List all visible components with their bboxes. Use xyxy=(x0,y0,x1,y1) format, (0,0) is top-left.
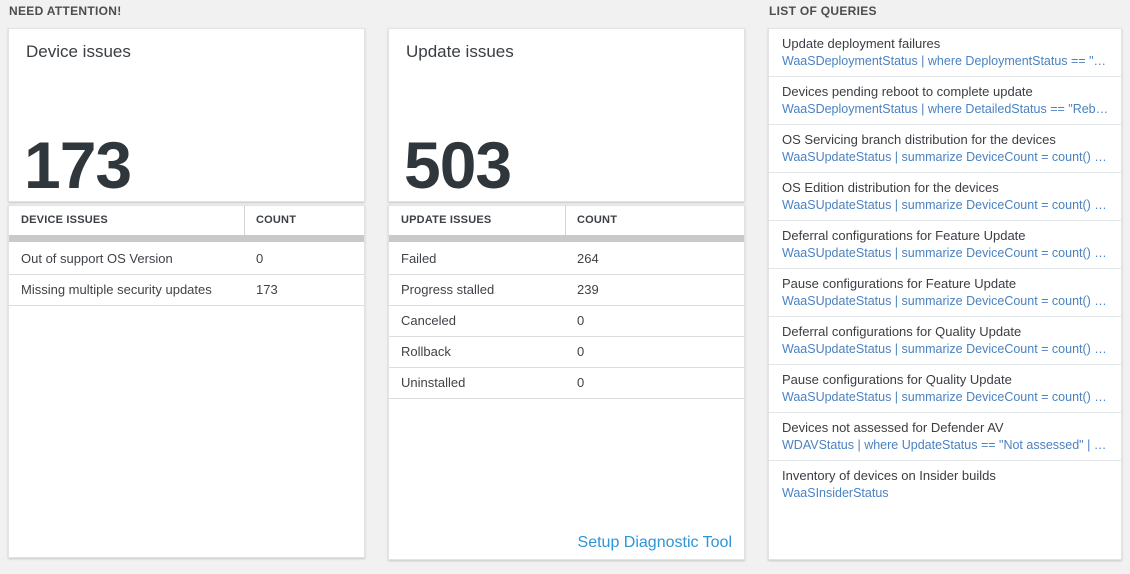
section-title-list-of-queries: LIST OF QUERIES xyxy=(769,4,877,18)
update-issues-count-value: 503 xyxy=(404,128,512,202)
update-issues-table: UPDATE ISSUES COUNT Failed 264 Progress … xyxy=(388,205,745,560)
table-row[interactable]: Failed 264 xyxy=(389,244,744,275)
query-title: Pause configurations for Quality Update xyxy=(782,372,1012,387)
query-text: WaaSInsiderStatus xyxy=(782,486,889,500)
scroll-track xyxy=(9,235,364,242)
query-item[interactable]: Pause configurations for Quality Update … xyxy=(769,365,1121,413)
query-text: WDAVStatus | where UpdateStatus == "Not … xyxy=(782,438,1109,452)
issue-count: 239 xyxy=(577,282,599,297)
setup-diagnostic-tool-link[interactable]: Setup Diagnostic Tool xyxy=(577,534,732,551)
column-header-update-issues: UPDATE ISSUES xyxy=(389,206,566,235)
query-title: OS Edition distribution for the devices xyxy=(782,180,999,195)
query-text: WaaSUpdateStatus | summarize DeviceCount… xyxy=(782,246,1109,260)
table-row[interactable]: Rollback 0 xyxy=(389,337,744,368)
issue-count: 0 xyxy=(577,375,585,390)
device-issues-tile-title: Device issues xyxy=(26,42,131,61)
query-text: WaaSUpdateStatus | summarize DeviceCount… xyxy=(782,150,1109,164)
update-issues-tile-title: Update issues xyxy=(406,42,514,61)
query-title: OS Servicing branch distribution for the… xyxy=(782,132,1056,147)
device-issues-count-value: 173 xyxy=(24,128,132,202)
query-text: WaaSUpdateStatus | summarize DeviceCount… xyxy=(782,390,1109,404)
need-attention-section: NEED ATTENTION! Device issues 173 DEVICE… xyxy=(8,0,365,574)
query-list: Update deployment failures WaaSDeploymen… xyxy=(768,28,1122,560)
issue-count: 0 xyxy=(256,251,264,266)
issue-name: Uninstalled xyxy=(401,375,466,390)
query-title: Inventory of devices on Insider builds xyxy=(782,468,996,483)
query-item[interactable]: Inventory of devices on Insider builds W… xyxy=(769,461,1121,508)
query-text: WaaSUpdateStatus | summarize DeviceCount… xyxy=(782,198,1109,212)
issue-count: 0 xyxy=(577,313,585,328)
query-item[interactable]: Devices pending reboot to complete updat… xyxy=(769,77,1121,125)
issue-name: Progress stalled xyxy=(401,282,495,297)
issue-name: Rollback xyxy=(401,344,451,359)
issue-name: Failed xyxy=(401,251,437,266)
query-item[interactable]: Deferral configurations for Feature Upda… xyxy=(769,221,1121,269)
query-title: Devices not assessed for Defender AV xyxy=(782,420,1004,435)
query-title: Deferral configurations for Quality Upda… xyxy=(782,324,1022,339)
device-issues-tile[interactable]: Device issues 173 xyxy=(8,28,365,202)
scroll-track xyxy=(389,235,744,242)
query-text: WaaSDeploymentStatus | where DeploymentS… xyxy=(782,54,1109,68)
issue-count: 173 xyxy=(256,282,278,297)
table-row[interactable]: Out of support OS Version 0 xyxy=(9,244,364,275)
table-row[interactable]: Uninstalled 0 xyxy=(389,368,744,399)
query-item[interactable]: Update deployment failures WaaSDeploymen… xyxy=(769,29,1121,77)
issue-name: Out of support OS Version xyxy=(21,251,173,266)
query-title: Pause configurations for Feature Update xyxy=(782,276,1017,291)
query-item[interactable]: Devices not assessed for Defender AV WDA… xyxy=(769,413,1121,461)
device-issues-table: DEVICE ISSUES COUNT Out of support OS Ve… xyxy=(8,205,365,558)
table-row[interactable]: Canceled 0 xyxy=(389,306,744,337)
update-issues-tile[interactable]: Update issues 503 xyxy=(388,28,745,202)
query-title: Deferral configurations for Feature Upda… xyxy=(782,228,1026,243)
table-row[interactable]: Progress stalled 239 xyxy=(389,275,744,306)
issue-name: Canceled xyxy=(401,313,456,328)
section-title-need-attention: NEED ATTENTION! xyxy=(9,4,122,18)
query-text: WaaSDeploymentStatus | where DetailedSta… xyxy=(782,102,1109,116)
issue-count: 264 xyxy=(577,251,599,266)
query-item[interactable]: Deferral configurations for Quality Upda… xyxy=(769,317,1121,365)
column-header-device-issues: DEVICE ISSUES xyxy=(9,206,245,235)
query-text: WaaSUpdateStatus | summarize DeviceCount… xyxy=(782,294,1109,308)
query-text: WaaSUpdateStatus | summarize DeviceCount… xyxy=(782,342,1109,356)
query-title: Update deployment failures xyxy=(782,36,941,51)
query-item[interactable]: OS Edition distribution for the devices … xyxy=(769,173,1121,221)
table-row[interactable]: Missing multiple security updates 173 xyxy=(9,275,364,306)
issue-name: Missing multiple security updates xyxy=(21,282,212,297)
query-title: Devices pending reboot to complete updat… xyxy=(782,84,1033,99)
update-issues-section: Update issues 503 UPDATE ISSUES COUNT Fa… xyxy=(388,0,745,574)
column-header-count: COUNT xyxy=(256,214,297,226)
column-header-count: COUNT xyxy=(577,214,618,226)
query-item[interactable]: OS Servicing branch distribution for the… xyxy=(769,125,1121,173)
device-issues-table-header: DEVICE ISSUES COUNT xyxy=(9,206,364,235)
list-of-queries-section: LIST OF QUERIES Update deployment failur… xyxy=(768,0,1122,574)
issue-count: 0 xyxy=(577,344,585,359)
query-item[interactable]: Pause configurations for Feature Update … xyxy=(769,269,1121,317)
update-issues-table-header: UPDATE ISSUES COUNT xyxy=(389,206,744,235)
